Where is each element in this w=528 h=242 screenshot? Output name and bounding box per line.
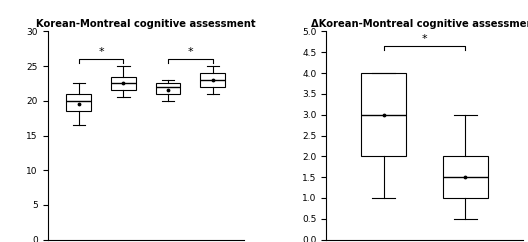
PathPatch shape <box>156 83 180 94</box>
PathPatch shape <box>443 156 488 198</box>
Title: Korean-Montreal cognitive assessment: Korean-Montreal cognitive assessment <box>36 19 256 29</box>
PathPatch shape <box>111 76 136 91</box>
PathPatch shape <box>67 94 91 111</box>
PathPatch shape <box>200 73 225 87</box>
Text: *: * <box>422 34 427 44</box>
Text: *: * <box>98 47 104 57</box>
Text: *: * <box>187 47 193 57</box>
Title: ΔKorean-Montreal cognitive assessment: ΔKorean-Montreal cognitive assessment <box>311 19 528 29</box>
PathPatch shape <box>361 73 406 156</box>
